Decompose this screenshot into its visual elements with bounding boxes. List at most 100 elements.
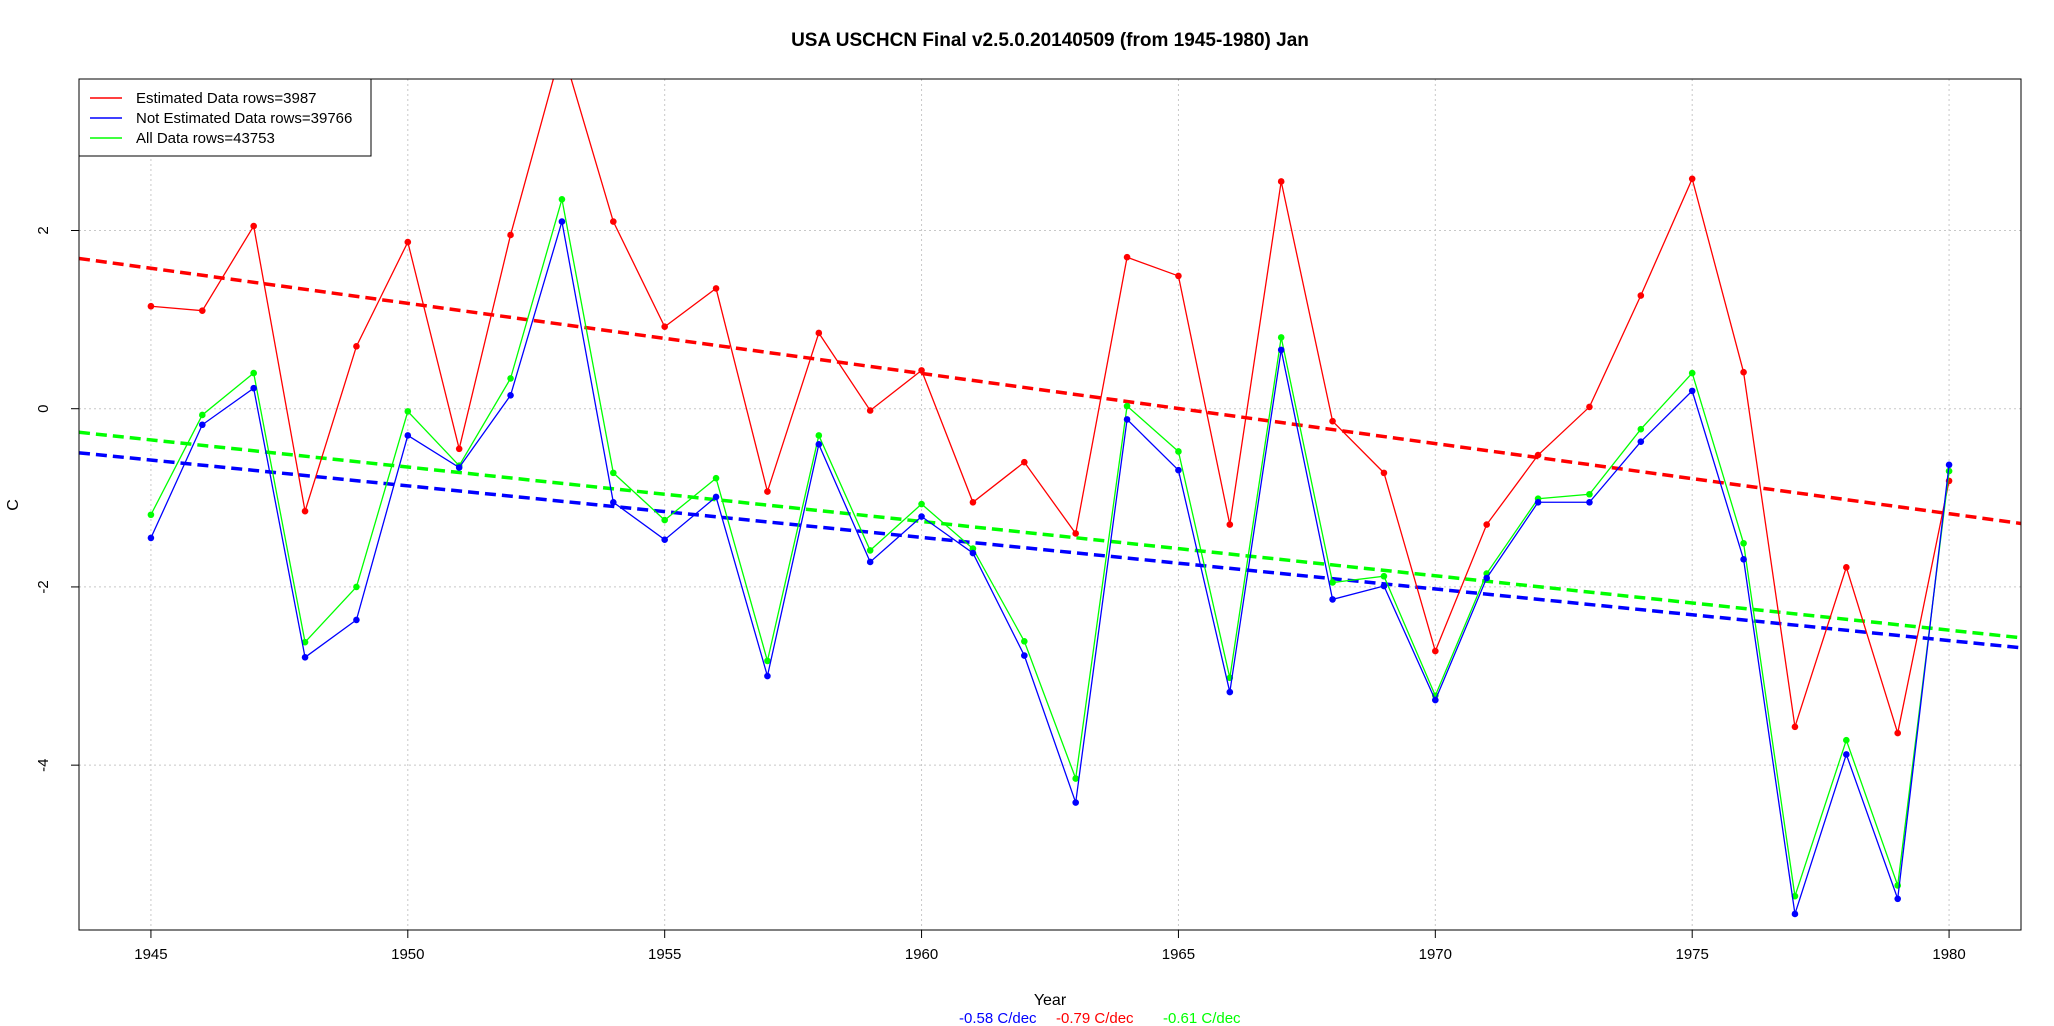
data-point	[1688, 387, 1696, 395]
slope-label-all: -0.61 C/dec	[1163, 1010, 1241, 1026]
data-point	[1072, 530, 1079, 537]
legend: Estimated Data rows=3987 Not Estimated D…	[78, 78, 372, 157]
data-point	[250, 384, 257, 392]
series-line	[150, 221, 1950, 915]
data-point	[764, 672, 771, 680]
x-axis-title: Year	[1034, 992, 1067, 1009]
data-point	[969, 549, 977, 557]
slope-label-estimated: -0.79 C/dec	[1056, 1010, 1134, 1026]
data-point	[1226, 688, 1234, 696]
data-point	[1021, 458, 1028, 466]
data-point	[455, 445, 463, 453]
data-point	[404, 432, 412, 439]
data-point	[147, 534, 155, 542]
data-point	[558, 218, 566, 225]
data-point	[301, 638, 309, 646]
data-point	[1483, 521, 1490, 528]
data-point	[866, 407, 874, 414]
data-point	[918, 513, 925, 520]
plot-frame	[78, 78, 2022, 931]
data-point	[764, 488, 771, 495]
data-point	[1380, 469, 1388, 477]
data-point	[1123, 416, 1131, 423]
data-point	[1021, 652, 1028, 659]
data-point	[918, 500, 925, 508]
grid	[79, 79, 2021, 930]
data-point	[1380, 572, 1388, 580]
data-point	[1175, 466, 1182, 474]
series-group	[147, 79, 1953, 737]
data-point	[250, 369, 257, 377]
data-point	[353, 583, 360, 591]
data-point	[147, 511, 155, 519]
data-point	[1945, 461, 1953, 469]
chart-title: USA USCHCN Final v2.5.0.20140509 (from 1…	[791, 30, 1309, 51]
data-point	[1072, 799, 1079, 806]
data-point	[610, 498, 617, 506]
trend-line	[79, 256, 2021, 526]
x-tick-label: 1950	[391, 946, 424, 963]
x-tick-label: 1965	[1162, 946, 1195, 963]
y-tick-label: -4	[35, 758, 52, 771]
data-point	[1175, 272, 1182, 280]
data-point	[1740, 368, 1747, 376]
data-point	[866, 558, 874, 566]
data-point	[1791, 892, 1799, 900]
data-point	[1637, 438, 1645, 445]
data-point	[1791, 910, 1799, 918]
data-point	[815, 441, 823, 448]
data-point	[301, 507, 309, 515]
series-line	[150, 79, 1950, 734]
data-point	[1894, 729, 1901, 737]
data-point	[147, 302, 155, 310]
data-point	[404, 238, 412, 246]
data-point	[661, 536, 668, 543]
x-axis: 1945 1950 1955 1960 1965 1970 1975 1980	[134, 930, 1966, 963]
data-point	[1637, 425, 1645, 433]
data-point	[815, 329, 823, 337]
series-line	[150, 199, 1950, 897]
slope-label-not-estimated: -0.58 C/dec	[959, 1010, 1037, 1026]
data-point	[918, 367, 925, 374]
series-group	[147, 195, 1953, 900]
data-point	[1945, 467, 1953, 475]
y-tick-label: 0	[35, 405, 52, 413]
data-point	[1329, 596, 1336, 603]
data-point	[1843, 751, 1850, 758]
data-point	[1688, 175, 1696, 183]
data-point	[1432, 647, 1439, 655]
data-point	[712, 474, 720, 482]
data-point	[1843, 736, 1850, 744]
slope-annotations: -0.58 C/dec -0.79 C/dec -0.61 C/dec	[959, 1010, 1241, 1026]
data-point	[712, 493, 720, 501]
data-point	[404, 408, 412, 415]
data-point	[1688, 369, 1696, 377]
data-point	[1534, 498, 1542, 506]
data-point	[764, 657, 771, 665]
data-point	[507, 375, 514, 382]
data-point	[250, 222, 257, 230]
data-point	[1277, 178, 1285, 185]
data-point	[1894, 895, 1901, 903]
data-point	[1483, 574, 1490, 582]
trend-lines	[79, 256, 2021, 650]
data-point	[507, 231, 514, 239]
x-tick-label: 1960	[905, 946, 938, 963]
data-point	[1021, 637, 1028, 645]
data-point	[558, 195, 566, 203]
data-point	[969, 498, 977, 506]
data-point	[1740, 556, 1747, 563]
data-point	[1123, 402, 1131, 410]
x-tick-label: 1945	[134, 946, 167, 963]
data-point	[1534, 451, 1542, 459]
data-point	[1123, 253, 1131, 261]
data-point	[712, 285, 720, 292]
data-point	[1277, 334, 1285, 341]
x-tick-label: 1975	[1676, 946, 1709, 963]
data-point	[507, 392, 514, 399]
x-tick-label: 1980	[1932, 946, 1965, 963]
data-point	[455, 464, 463, 471]
data-point	[866, 547, 874, 554]
data-point	[1329, 579, 1336, 586]
